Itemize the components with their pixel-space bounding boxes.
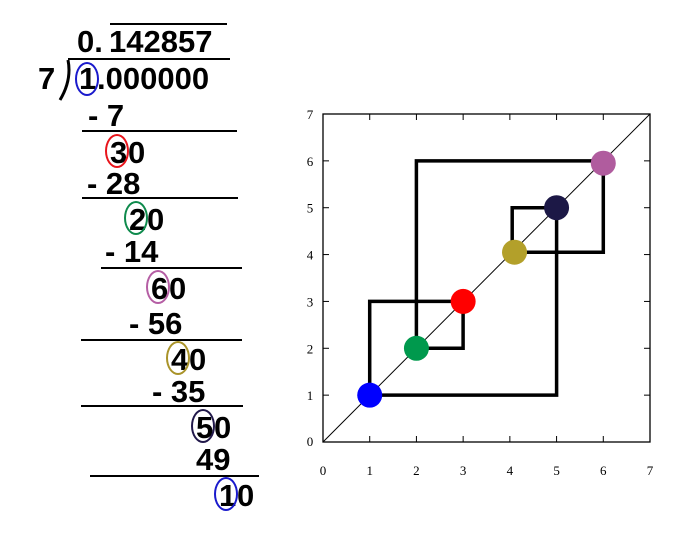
fixed-point-dot-4 (502, 239, 528, 265)
remainder-rest-5: 0 (214, 410, 232, 445)
step-rule-2 (82, 197, 238, 199)
plot-tick-labels: 0 1 1 2 2 3 3 4 4 5 5 6 6 7 7 0 (307, 107, 654, 478)
remainder-ring-green (124, 201, 148, 235)
step-rule-6 (90, 475, 259, 477)
remainder-rest-1: 0 (128, 135, 146, 170)
plot-points (357, 150, 616, 408)
remainder-ring-navy (191, 409, 215, 443)
y-tick-label: 7 (307, 107, 314, 122)
step-rule-4 (81, 339, 242, 341)
subtrahend-6: 49 (196, 442, 231, 477)
divisor: 7 (38, 61, 56, 96)
division-bracket (58, 59, 71, 101)
fixed-point-dot-2 (403, 335, 429, 361)
subtrahend-5: - 35 (152, 374, 206, 409)
remainder-rest-4: 0 (189, 342, 207, 377)
subtrahend-4: - 56 (129, 306, 183, 341)
subtrahend-3: - 14 (105, 234, 159, 269)
x-tick-label: 2 (413, 463, 420, 478)
plot-border (322, 113, 651, 443)
fixed-point-dot-5 (544, 195, 570, 221)
repeating-vinculum (110, 23, 227, 25)
x-tick-label: 0 (320, 463, 327, 478)
quotient-repeating-digits: 142857 (109, 24, 213, 59)
remainder-ring-red (105, 134, 129, 168)
y-tick-label: 0 (307, 434, 314, 449)
subtrahend-2: - 28 (87, 166, 141, 201)
x-tick-label: 6 (600, 463, 607, 478)
x-tick-label: 5 (553, 463, 560, 478)
remainder-ring-pink (146, 270, 170, 304)
remainder-ring-blue (214, 477, 238, 511)
subtrahend-1: - 7 (88, 98, 125, 133)
x-tick-label: 1 (366, 463, 373, 478)
remainder-rest-2: 0 (147, 202, 165, 237)
fixed-point-dot-1 (357, 382, 383, 408)
step-rule-5 (81, 405, 243, 407)
y-tick-label: 4 (307, 248, 314, 263)
dividend-rest: .000000 (97, 61, 210, 96)
step-rule-1 (82, 130, 237, 132)
y-tick-label: 2 (307, 341, 314, 356)
remainder-rest-6: 0 (237, 478, 255, 513)
plot-frame (322, 113, 651, 443)
y-tick-label: 6 (307, 154, 314, 169)
remainder-ring-olive (166, 341, 190, 375)
y-tick-label: 5 (307, 201, 314, 216)
fixed-point-dot-6 (590, 150, 616, 176)
x-tick-label: 3 (460, 463, 467, 478)
fixed-point-dot-3 (450, 288, 476, 314)
plot-ticks (323, 114, 650, 442)
dividend-ring (75, 62, 99, 96)
x-tick-label: 4 (507, 463, 514, 478)
y-tick-label: 1 (307, 388, 314, 403)
quotient-integer: 0. (77, 24, 103, 59)
division-bar (68, 58, 230, 60)
y-tick-label: 3 (307, 294, 314, 309)
remainder-rest-3: 0 (169, 271, 187, 306)
x-tick-label: 7 (647, 463, 654, 478)
step-rule-3 (101, 267, 242, 269)
